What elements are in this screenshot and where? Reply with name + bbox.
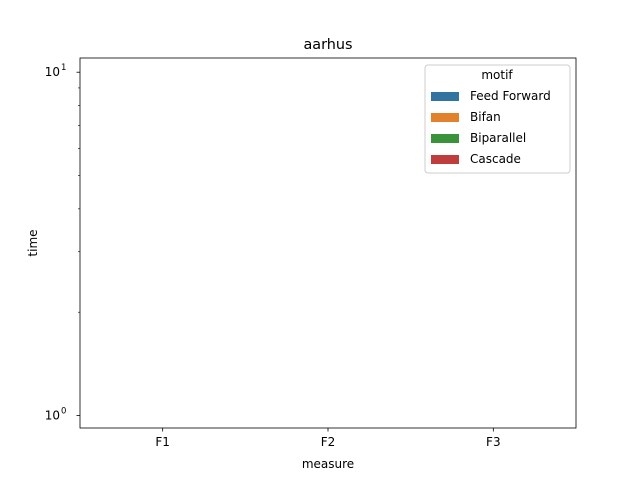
x-axis-label: measure [302, 457, 354, 471]
chart-title: aarhus [303, 37, 352, 53]
y-tick-exponent: 1 [61, 63, 66, 73]
y-tick-label: 10 [45, 65, 60, 79]
legend-label: Bifan [470, 110, 501, 124]
legend-swatch [431, 134, 459, 143]
legend-swatch [431, 113, 459, 122]
x-tick-label: F1 [155, 435, 170, 449]
legend-label: Cascade [470, 152, 521, 166]
x-tick-label: F3 [486, 435, 501, 449]
legend-label: Biparallel [470, 131, 526, 145]
y-tick-base: 10 [45, 65, 60, 79]
y-tick-label: 10 [45, 409, 60, 423]
legend-swatch [431, 92, 459, 101]
y-tick-base: 10 [45, 409, 60, 423]
x-axis-ticks: F1 F2 F3 [155, 428, 501, 449]
legend-swatch [431, 155, 459, 164]
legend-title: motif [481, 68, 513, 82]
legend-frame [424, 64, 571, 174]
y-tick-exponent: 0 [61, 407, 66, 417]
y-axis-label: time [26, 229, 40, 256]
legend: motif Feed Forward Bifan Biparallel Cascade [424, 64, 571, 174]
legend-items: Feed Forward Bifan Biparallel Cascade [431, 89, 551, 166]
legend-label: Feed Forward [470, 89, 551, 103]
x-tick-label: F2 [321, 435, 336, 449]
